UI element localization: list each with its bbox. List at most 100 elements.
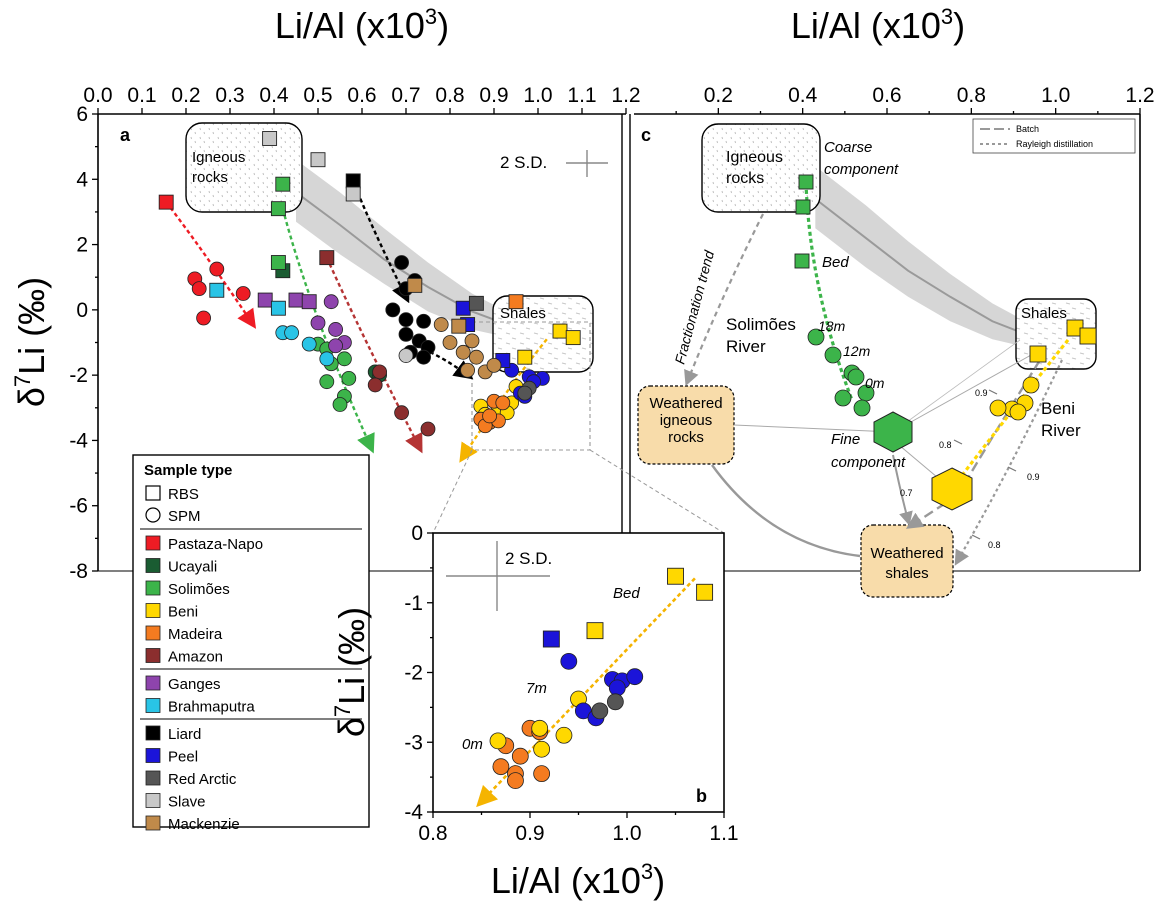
mackenzie-rbs-point: [451, 318, 467, 334]
panel-b-peel-spm-point: [560, 652, 578, 670]
solim-es-rbs-point: [270, 255, 286, 270]
ganges-spm-point: [323, 294, 339, 310]
legend-label-mackenzie: Mackenzie: [168, 816, 240, 833]
legend-label-red-arctic: Red Arctic: [168, 771, 237, 788]
mackenzie-spm-point: [464, 333, 480, 349]
panel-a-y-tick-label: 4: [76, 168, 88, 191]
panel-b-madeira-spm-point: [492, 758, 510, 776]
beni-rbs-point: [552, 323, 568, 339]
legend-label-ucayali: Ucayali: [168, 559, 217, 576]
legend-swatch-ganges: [145, 675, 161, 691]
legend-label-slave: Slave: [168, 794, 206, 811]
mackenzie-spm-point: [460, 362, 476, 378]
amazon-spm-point: [420, 421, 436, 437]
legend-label-liard: Liard: [168, 726, 201, 743]
panel-a: Igneous rocks Shales 0.0 0.1 0.2 0.3 0.4 0.5 0.6 0…: [10, 4, 641, 583]
panel-a-y-tick-label: 0: [76, 299, 88, 322]
legend-rbs-label: RBS: [168, 486, 199, 503]
pastaza-napo-rbs-point: [158, 194, 174, 210]
liard-rbs-point: [345, 173, 361, 189]
fraction-label-0-9-batch: 0.9: [975, 388, 988, 398]
depth-12m-label: 12m: [843, 343, 871, 359]
panel-a-x-tick-label: 0.6: [347, 84, 376, 107]
panel-a-letter: a: [120, 125, 131, 145]
legend-label-brahmaputra: Brahmaputra: [168, 699, 255, 716]
pastaza-napo-spm-point: [235, 286, 251, 301]
panel-a-y-tick-label: -2: [69, 364, 88, 387]
panel-c-x-tick-label: 0.8: [957, 84, 986, 107]
fine-component-hexagon: [873, 411, 913, 453]
red-arctic-rbs-point: [468, 295, 484, 311]
solimoes-profile-line: [804, 182, 854, 401]
mackenzie-spm-point: [433, 317, 449, 332]
panel-a-x-tick-label: 0.2: [171, 84, 200, 107]
mackenzie-spm-point: [442, 335, 458, 350]
legend-swatch-solim-es: [145, 580, 161, 596]
mixing-line-fine-shales-2: [892, 339, 1021, 433]
fraction-label-0-8-rayleigh: 0.8: [988, 540, 1001, 550]
shales-label: Shales: [500, 305, 546, 322]
legend-swatch-liard: [145, 725, 161, 741]
beni-fine-hexagon: [931, 467, 973, 511]
mixing-line-igneous-fine: [733, 424, 894, 433]
panel-a-y-tick-label: -6: [69, 495, 88, 518]
legend-box: [132, 454, 370, 828]
amazon-trend-arrow: [325, 257, 423, 454]
panel-b-y-tick-label: -1: [404, 592, 423, 615]
mixing-line-fine-shales: [892, 349, 1041, 433]
panel-a-y-tick-label: -4: [69, 429, 88, 452]
panel-b-beni-spm-point: [489, 732, 507, 750]
inset-connector-right: [589, 449, 725, 534]
mackenzie-rbs-point: [407, 277, 423, 293]
fraction-tick: [988, 389, 998, 395]
panel-b-7m-label: 7m: [526, 680, 547, 697]
panel-c: 0.2 0.4 0.6 0.8 1.0 1.2 Li/Al (x103) c Batch Rayl…: [634, 4, 1155, 598]
panel-a-x-tick-label: 0.5: [303, 84, 332, 107]
beni-rbs-point: [1029, 345, 1047, 363]
solim-es-spm-point: [319, 374, 335, 390]
legend-swatch-mackenzie: [145, 815, 161, 831]
liard-trend-arrow-lower: [423, 347, 474, 380]
solimoes-rbs-point: [794, 253, 810, 269]
liard-spm-point: [394, 255, 410, 270]
panel-c-igneous-label: Igneous rocks: [726, 149, 783, 187]
slave-spm-point: [398, 348, 414, 363]
fine-component-label: Fine component: [831, 431, 906, 471]
panel-b-red-arctic-spm-point: [591, 702, 609, 720]
legend-swatch-brahmaputra: [145, 698, 161, 713]
liard-spm-point: [416, 349, 432, 365]
solimoes-rbs-point: [798, 174, 814, 190]
ganges-rbs-point: [301, 294, 317, 310]
solimoes-spm-point: [824, 346, 842, 364]
panel-b-bed-label: Bed: [613, 585, 640, 602]
solimoes-spm-point: [853, 399, 871, 417]
pastaza-napo-spm-point: [196, 310, 212, 326]
madeira-spm-point: [495, 395, 511, 411]
panel-b-beni-rbs-point: [586, 622, 604, 640]
panel-b-inset: 0.8 0.9 1.0 1.1 0 -1 -2 -3 -4 Li/Al (x103) δ7Li (‰…: [330, 449, 739, 901]
panel-a-x-axis-title: Li/Al (x103): [275, 4, 449, 46]
beni-spm-point: [989, 399, 1007, 417]
amazon-spm-point: [394, 405, 410, 421]
panel-c-igneous-box: [701, 123, 821, 213]
brahmaputra-spm-point: [301, 336, 317, 352]
panel-a-y-tick-label: 2: [76, 234, 88, 257]
amazon-spm-point: [372, 364, 388, 380]
panel-a-x-tick-label: 0.3: [215, 84, 244, 107]
panel-b-beni-spm-point: [531, 719, 549, 737]
depth-0m-label: 0m: [865, 375, 885, 391]
legend-spm-symbol: [145, 507, 161, 523]
rayleigh-arrow: [954, 359, 1063, 566]
solimoes-spm-point: [807, 328, 825, 346]
legend-label-madeira: Madeira: [168, 626, 223, 643]
panel-b-madeira-spm-point: [511, 747, 529, 765]
panel-b-peel-spm-point: [608, 679, 626, 697]
amazon-spm-point: [367, 377, 383, 393]
weathered-shales-box: [860, 524, 954, 598]
panel-b-madeira-spm-point: [533, 765, 551, 783]
fraction-label-0-9-rayleigh: 0.9: [1027, 472, 1040, 482]
panel-b-y-tick-label: -3: [404, 731, 423, 754]
panel-b-y-axis-title: δ7Li (‰): [330, 607, 372, 737]
bed-label: Bed: [822, 254, 849, 271]
solimoes-spm-point: [834, 389, 852, 407]
